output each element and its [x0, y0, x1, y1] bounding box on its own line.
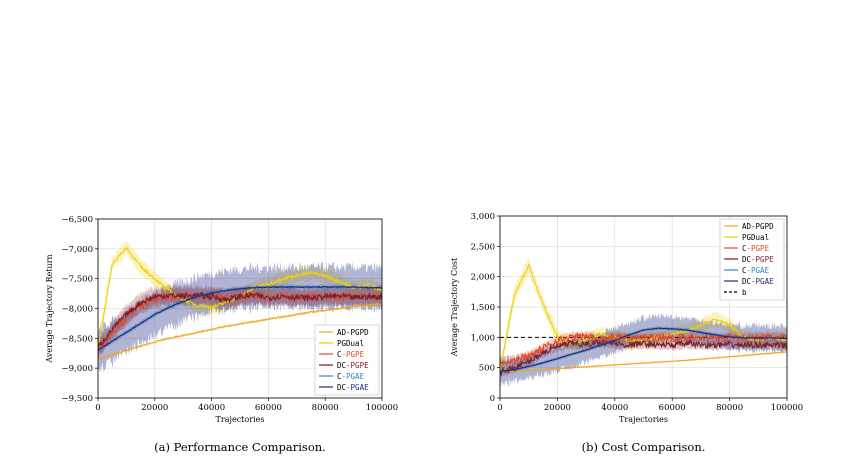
series-line-dc-pgae [500, 327, 787, 373]
y-tick-label: −6,500 [62, 215, 93, 225]
series-line-ad-pgpd [500, 351, 787, 373]
y-tick-label: −8,500 [62, 334, 93, 344]
y-tick-label: −7,000 [62, 245, 93, 255]
chart-panel-2: 0 20000 40000 60000 80000 100000 0 500 1,000 1,50… [450, 212, 803, 454]
x-tick-label: 0 [497, 403, 502, 413]
legend-label-prefix: DC [742, 255, 751, 264]
legend-label-ad-pgpd: AD-PGPD [337, 328, 369, 337]
y-tick-label: 1,000 [471, 333, 495, 343]
legend-label-dc-pgpe: DC-PGPE [337, 361, 369, 370]
y-tick-label: −7,500 [62, 275, 93, 285]
series-line-pgdual [500, 263, 787, 372]
legend-label-prefix: C [742, 244, 747, 253]
legend-label-prefix: C [742, 266, 747, 275]
x-tick-label: 60000 [255, 403, 282, 413]
series-line-ad-pgpd [98, 302, 382, 361]
legend-label-b: b [742, 288, 747, 297]
legend-label-suffix: -PGPE [747, 244, 770, 253]
legend-label-c-pgpe: C-PGPE [337, 350, 365, 359]
x-tick-label: 40000 [601, 403, 628, 413]
x-tick-label: 80000 [716, 403, 743, 413]
band-pgdual [500, 257, 787, 379]
legend-label-dc-pgpe: DC-PGPE [742, 255, 774, 264]
y-tick-label: 0 [490, 394, 495, 404]
y-axis-label: Average Trajectory Return [45, 254, 54, 363]
x-tick-label: 0 [95, 403, 100, 413]
x-tick-label: 20000 [544, 403, 571, 413]
legend-label-ad-pgpd: AD-PGPD [742, 222, 774, 231]
legend-label-prefix: DC [337, 361, 346, 370]
chart-panel-1: 0 20000 40000 60000 80000 100000 −9,500 −9,000 −… [45, 215, 398, 454]
series-line-dc-pgpe [500, 338, 787, 377]
band-dc-pgpe [98, 283, 382, 357]
x-axis-label: Trajectories [216, 415, 265, 424]
legend-label-prefix: DC [742, 277, 751, 286]
legend-label-pgdual: PGDual [337, 339, 364, 348]
plot-area [98, 240, 382, 373]
legend-label-c-pgae: C-PGAE [742, 266, 770, 275]
x-tick-label: 60000 [659, 403, 686, 413]
band-c-pgpe [98, 285, 382, 360]
legend-label-c-pgpe: C-PGPE [742, 244, 770, 253]
legend-label-suffix: -PGAE [342, 372, 365, 381]
plot-area [500, 257, 787, 388]
y-tick-label: 2,000 [471, 273, 495, 283]
legend-label-prefix: C [337, 372, 342, 381]
x-tick-label: 100000 [771, 403, 803, 413]
x-tick-label: 100000 [366, 403, 398, 413]
y-tick-label: 500 [479, 364, 495, 374]
legend-label-prefix: DC [337, 383, 346, 392]
legend-label-dc-pgae: DC-PGAE [742, 277, 774, 286]
y-tick-label: −9,500 [62, 394, 93, 404]
series-line-dc-pgae [98, 285, 382, 351]
series-line-c-pgpe [500, 331, 787, 367]
legend-label-suffix: -PGPE [342, 350, 365, 359]
band-c-pgpe [500, 330, 787, 368]
y-tick-label: 1,500 [471, 303, 495, 313]
x-tick-label: 80000 [312, 403, 339, 413]
legend-label-dc-pgae: DC-PGAE [337, 383, 369, 392]
figure-caption: (b) Cost Comparison. [582, 440, 706, 454]
y-tick-label: −9,000 [62, 364, 93, 374]
legend-label-suffix: -PGPE [751, 255, 774, 264]
x-tick-label: 20000 [141, 403, 168, 413]
legend-label-suffix: -PGAE [346, 383, 369, 392]
legend-label-suffix: -PGAE [751, 277, 774, 286]
legend-label-suffix: -PGAE [747, 266, 770, 275]
y-axis-label: Average Trajectory Cost [450, 257, 459, 357]
legend-label-c-pgae: C-PGAE [337, 372, 365, 381]
series-line-dc-pgpe [98, 290, 382, 348]
legend-label-prefix: C [337, 350, 342, 359]
x-axis-label: Trajectories [619, 415, 668, 424]
figure-caption: (a) Performance Comparison. [154, 440, 326, 454]
y-tick-label: −8,000 [62, 305, 93, 315]
band-dc-pgae [500, 313, 787, 388]
legend-label-suffix: -PGPE [346, 361, 369, 370]
legend-box [314, 324, 380, 396]
x-tick-label: 40000 [198, 403, 225, 413]
legend-label-pgdual: PGDual [742, 233, 769, 242]
y-tick-label: 2,500 [471, 242, 495, 252]
y-tick-label: 3,000 [471, 212, 495, 222]
